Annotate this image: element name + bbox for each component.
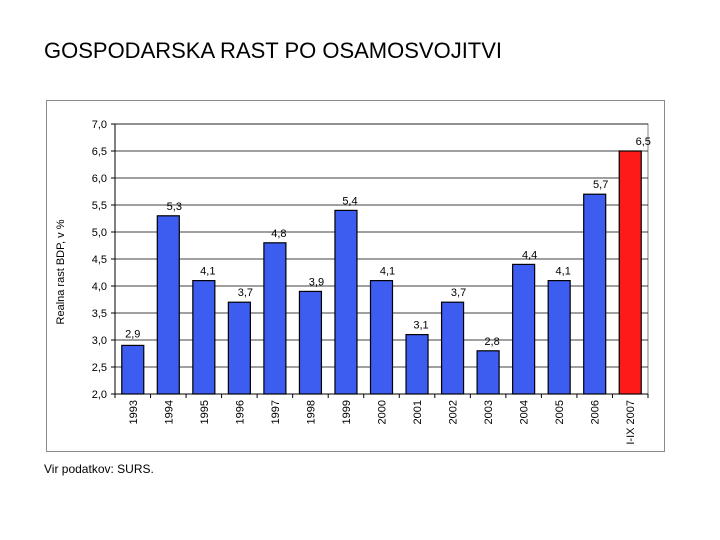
- bars: [121, 150, 642, 395]
- value-label: 3,9: [309, 276, 324, 288]
- value-label: 2,8: [484, 336, 499, 348]
- y-tick-label: 6,0: [92, 173, 107, 185]
- value-labels: 2,9 5,3 4,1 3,7 4,8 3,9 5,4 4,1 3,1 3,7 2,8 4,4 4,1 5…: [125, 136, 651, 348]
- x-tick-label: 2005: [554, 400, 566, 424]
- x-tick-label: 1997: [270, 400, 282, 424]
- bar-2004: [512, 263, 536, 395]
- bar-2001: [405, 334, 429, 395]
- value-label: 2,9: [125, 328, 140, 340]
- value-label: 4,1: [200, 266, 215, 278]
- value-label: 4,1: [556, 266, 571, 278]
- x-tick-label: I-IX 2007: [625, 400, 637, 445]
- bar-1993: [121, 344, 145, 395]
- data-source-note: Vir podatkov: SURS.: [44, 462, 154, 476]
- value-label: 5,3: [167, 201, 182, 213]
- value-label: 5,7: [593, 179, 608, 191]
- y-tick-label: 7,0: [92, 119, 107, 131]
- y-axis-label: Realna rast BDP, v %: [55, 219, 67, 324]
- x-tick-label: 1995: [199, 400, 211, 424]
- y-tick-label: 3,0: [92, 335, 107, 347]
- bar-2005: [547, 280, 571, 395]
- x-tick-label: 2001: [412, 400, 424, 424]
- value-label: 3,1: [413, 320, 428, 332]
- x-tick-label: 2000: [377, 400, 389, 424]
- x-tick-label: 2002: [448, 400, 460, 424]
- y-tick-label: 2,0: [92, 389, 107, 401]
- bar-1999: [334, 209, 358, 395]
- value-label: 4,8: [271, 228, 286, 240]
- y-tick-label: 5,0: [92, 227, 107, 239]
- value-label: 5,4: [342, 195, 357, 207]
- y-tick-label: 4,0: [92, 281, 107, 293]
- bar-2000: [369, 280, 394, 395]
- bar-2003: [476, 350, 500, 395]
- y-tick-label: 4,5: [92, 254, 107, 266]
- y-tick-label: 3,5: [92, 308, 107, 320]
- bar-2002: [440, 301, 465, 395]
- value-label: 4,1: [380, 266, 395, 278]
- bar-1994: [156, 215, 180, 395]
- y-axis: 2,0 2,5 3,0 3,5 4,0 4,5 5,0 5,5 6,0 6,5 7,0: [92, 119, 116, 401]
- value-label: 6,5: [636, 136, 651, 148]
- bar-1996: [227, 301, 251, 395]
- y-tick-label: 5,5: [92, 200, 107, 212]
- bar-2006: [583, 193, 607, 395]
- value-label: 3,7: [238, 287, 253, 299]
- x-tick-label: 1993: [128, 400, 140, 424]
- chart-title: GOSPODARSKA RAST PO OSAMOSVOJITVI: [44, 38, 503, 63]
- x-axis: 1993 1994 1995 1996 1997 1998 1999 2000 2001 2002…: [114, 393, 649, 445]
- y-tick-label: 6,5: [92, 146, 107, 158]
- x-tick-label: 2003: [483, 400, 495, 424]
- value-label: 4,4: [522, 249, 537, 261]
- y-tick-label: 2,5: [92, 362, 107, 374]
- x-tick-label: 1994: [163, 400, 175, 424]
- x-tick-label: 1996: [234, 400, 246, 424]
- x-tick-label: 2006: [590, 400, 602, 424]
- bar-1998: [298, 290, 323, 395]
- value-label: 3,7: [451, 287, 466, 299]
- x-tick-label: 1998: [305, 400, 317, 424]
- bar-1997: [263, 242, 287, 395]
- x-tick-label: 2004: [519, 400, 531, 424]
- bar-i-ix-2007: [618, 150, 642, 395]
- x-tick-label: 1999: [341, 400, 353, 424]
- bar-1995: [192, 280, 216, 395]
